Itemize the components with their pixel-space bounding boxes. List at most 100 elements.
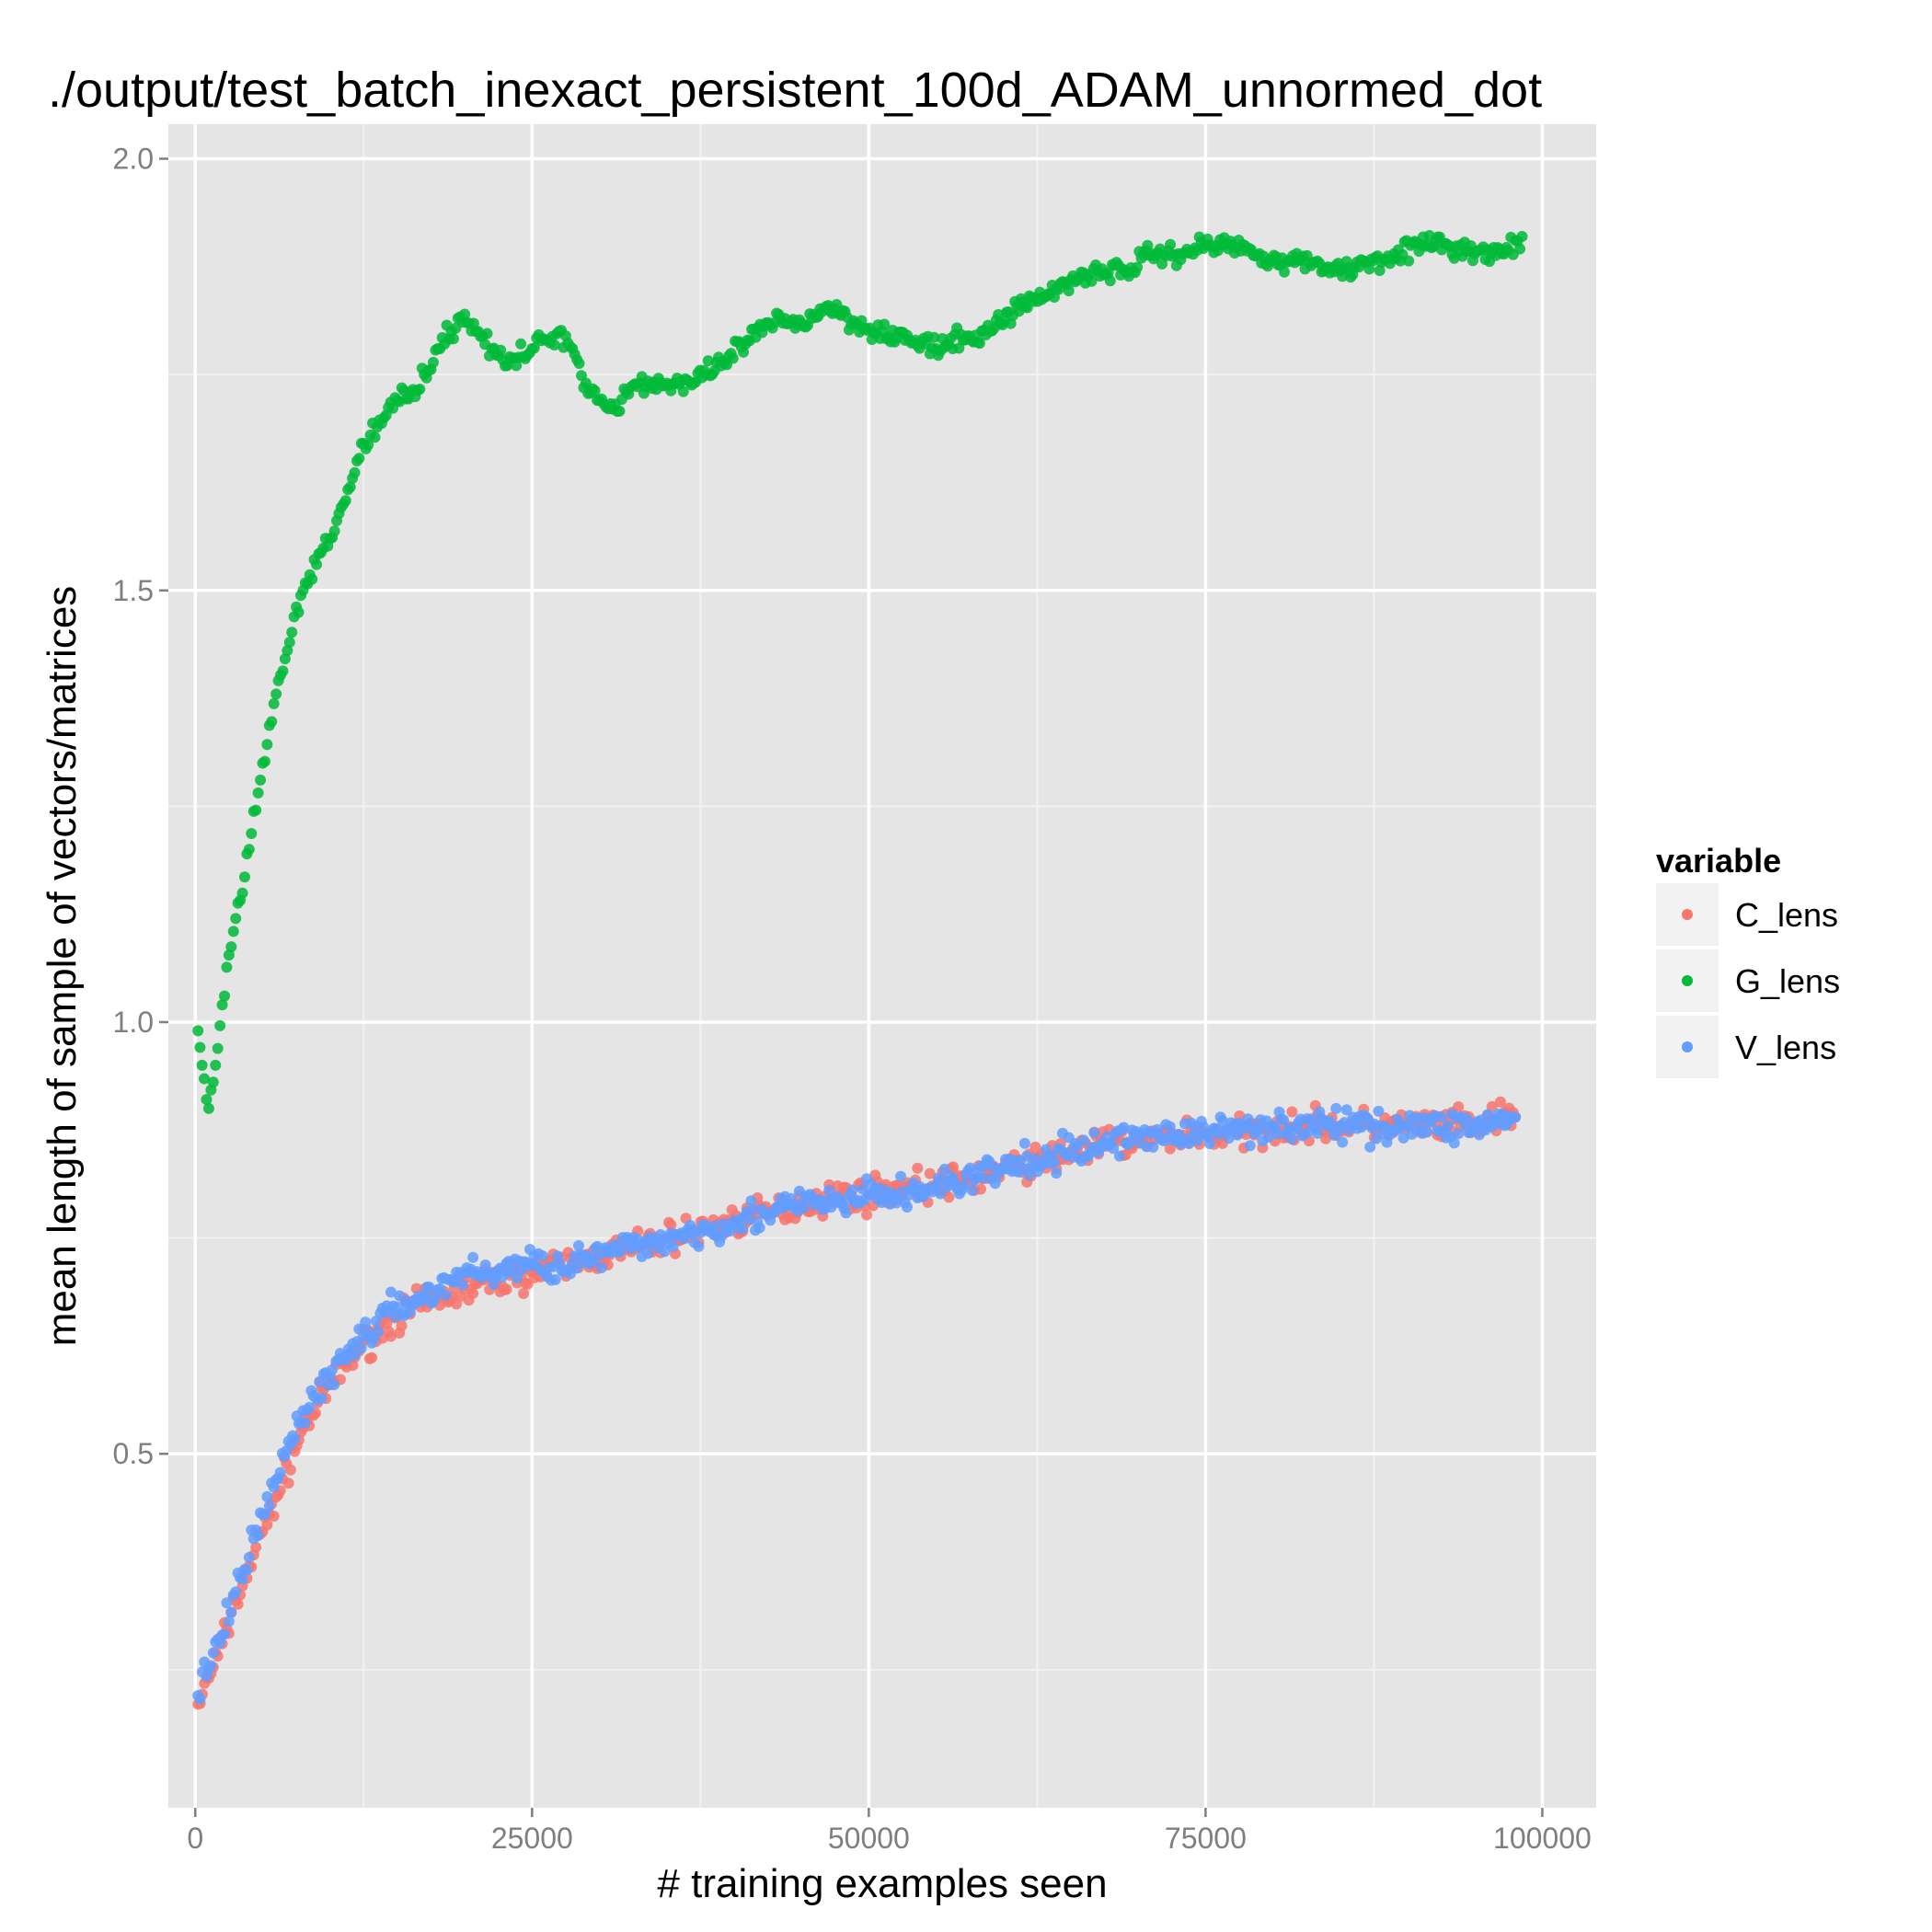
data-point (252, 787, 264, 799)
data-point (745, 1195, 757, 1207)
grid-major (168, 124, 1596, 1808)
data-point (1165, 238, 1177, 250)
data-point (861, 1209, 873, 1221)
data-point (194, 1693, 206, 1705)
data-point (459, 308, 471, 320)
legend: variable C_lens G_lens V_lens (1656, 842, 1840, 1078)
data-point (495, 344, 507, 356)
y-tick-labels: 0.5 1.0 1.5 2.0 (113, 143, 154, 1471)
data-point (1436, 1110, 1448, 1122)
data-point (259, 755, 270, 767)
data-point (293, 606, 305, 618)
data-point (1018, 1137, 1030, 1149)
data-point (219, 990, 231, 1002)
data-point (311, 558, 323, 570)
data-point (202, 1102, 214, 1114)
data-point (1118, 1121, 1130, 1133)
data-point (385, 1330, 397, 1342)
data-point (677, 385, 689, 397)
data-point (589, 385, 601, 397)
data-point (528, 342, 540, 354)
data-point (737, 1223, 749, 1235)
data-point (286, 627, 298, 638)
data-point (261, 1490, 273, 1502)
data-point (1510, 1111, 1522, 1123)
data-point (973, 338, 985, 350)
legend-marker (1682, 1041, 1693, 1052)
data-point (259, 1509, 270, 1521)
data-point (261, 739, 273, 751)
data-point (958, 1179, 970, 1191)
data-point (1142, 239, 1154, 251)
data-point (1164, 1121, 1176, 1133)
data-point (396, 1319, 408, 1331)
data-point (230, 1586, 242, 1598)
data-point (1063, 285, 1075, 297)
data-point (642, 1248, 654, 1259)
data-point (747, 1203, 759, 1215)
data-point (268, 697, 280, 709)
data-point (196, 1059, 208, 1071)
data-point (373, 1326, 385, 1338)
data-point (192, 1025, 204, 1037)
data-point (221, 1597, 233, 1609)
data-point (238, 871, 250, 883)
data-point (230, 913, 242, 925)
data-point (270, 688, 282, 700)
data-point (1216, 1115, 1228, 1127)
data-point (1397, 1132, 1409, 1144)
data-point (201, 1094, 213, 1106)
data-point (263, 1500, 275, 1512)
data-point (440, 1289, 452, 1301)
data-point (207, 1647, 219, 1659)
data-point (1104, 275, 1116, 287)
data-point (840, 1207, 852, 1219)
data-point (938, 1163, 950, 1175)
legend-label: V_lens (1735, 1029, 1836, 1066)
data-point (595, 1261, 607, 1273)
data-point (518, 1287, 530, 1299)
data-point (901, 1202, 913, 1213)
legend-marker (1682, 975, 1693, 986)
data-point (210, 1059, 222, 1071)
data-point (1420, 1126, 1432, 1138)
data-point (1183, 1138, 1195, 1150)
data-point (326, 1364, 338, 1376)
data-point (614, 405, 626, 417)
data-point (1164, 1143, 1176, 1155)
legend-items: C_lens G_lens V_lens (1656, 883, 1840, 1078)
data-point (316, 1392, 328, 1404)
data-point (274, 1466, 286, 1478)
data-point (573, 1240, 585, 1252)
legend-marker (1682, 909, 1693, 920)
data-point (304, 1401, 316, 1413)
data-point (1204, 1138, 1216, 1150)
data-point (966, 1184, 978, 1196)
data-point (212, 1042, 224, 1054)
data-point (1021, 1150, 1033, 1162)
data-point (232, 1598, 244, 1610)
data-point (512, 1272, 523, 1284)
data-point (289, 1433, 301, 1445)
y-tick-label: 0.5 (113, 1437, 154, 1470)
data-point (241, 1564, 253, 1576)
data-point (328, 525, 340, 537)
data-point (467, 1287, 479, 1299)
data-point (355, 1342, 367, 1354)
x-tick-label: 75000 (1165, 1822, 1247, 1855)
data-point (1278, 266, 1290, 278)
data-point (353, 453, 365, 465)
legend-title: variable (1656, 842, 1781, 880)
data-point (1461, 1113, 1473, 1125)
data-point (250, 1541, 262, 1553)
data-point (507, 1264, 519, 1276)
x-tick-label: 0 (187, 1822, 203, 1855)
data-point (207, 1076, 219, 1088)
data-point (1402, 1120, 1414, 1132)
data-point (1048, 1156, 1060, 1168)
y-tick-label: 2.0 (113, 143, 154, 176)
data-point (846, 1184, 858, 1196)
data-point (1337, 1136, 1349, 1148)
data-point (447, 333, 459, 345)
